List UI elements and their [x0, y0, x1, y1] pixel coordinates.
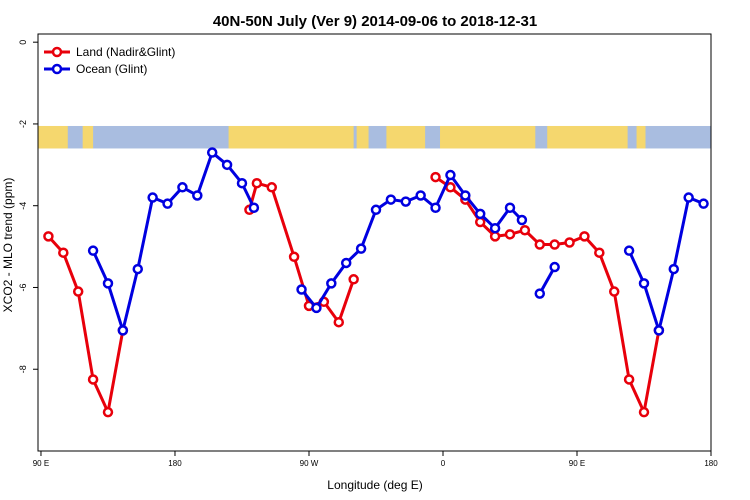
ocean-data-point	[132, 263, 144, 275]
land-data-point	[638, 406, 650, 418]
legend: Land (Nadir&Glint) Ocean (Glint)	[44, 45, 175, 76]
land-data-point	[564, 237, 575, 248]
map-land-block	[547, 125, 628, 149]
land-data-point	[266, 182, 278, 193]
ocean-data-point	[340, 257, 352, 269]
ocean-data-point	[549, 261, 560, 273]
ocean-data-point	[117, 325, 129, 336]
x-tick-label: 0	[441, 459, 446, 468]
ocean-data-point	[623, 245, 635, 256]
x-tick-label: 180	[168, 459, 182, 468]
land-data-point	[549, 239, 560, 250]
series-layer	[43, 147, 709, 418]
map-land-block	[38, 125, 68, 149]
ocean-data-point	[668, 263, 680, 275]
x-tick-label: 90 W	[300, 459, 319, 468]
ocean-data-point	[415, 190, 426, 201]
ocean-data-point	[445, 169, 456, 181]
ocean-data-point	[326, 278, 337, 289]
land-data-point	[534, 239, 546, 250]
land-data-point	[72, 286, 84, 297]
land-data-point	[348, 274, 359, 285]
legend-land-label: Land (Nadir&Glint)	[76, 45, 175, 59]
map-land-block	[82, 125, 94, 149]
land-data-point	[102, 406, 114, 418]
ocean-data-point	[430, 202, 441, 213]
ocean-series-line	[627, 196, 705, 332]
land-data-point	[623, 374, 635, 385]
world-map-strip	[38, 125, 711, 149]
y-tick-label: -2	[18, 120, 28, 128]
land-data-point	[430, 171, 441, 183]
ocean-data-point	[147, 192, 158, 203]
y-tick-label: -6	[18, 283, 28, 291]
x-tick-label: 90 E	[33, 459, 49, 468]
land-series-line	[47, 235, 125, 414]
ocean-series-line	[300, 173, 523, 310]
land-data-point	[333, 316, 345, 328]
land-data-point	[474, 216, 486, 228]
ocean-data-point	[162, 198, 173, 209]
legend-ocean-label: Ocean (Glint)	[76, 62, 147, 76]
y-axis: 0 -2 -4 -6 -8	[18, 40, 38, 373]
ocean-data-point	[534, 288, 546, 299]
land-series-line	[434, 175, 661, 414]
y-tick-label: 0	[18, 40, 28, 45]
map-ocean	[38, 125, 711, 149]
map-land-block	[386, 125, 426, 149]
ocean-data-point	[221, 159, 233, 171]
ocean-series-line	[91, 151, 256, 332]
ocean-data-point	[206, 147, 218, 158]
map-land-block	[636, 125, 646, 149]
legend-land-marker	[51, 46, 63, 58]
ocean-data-point	[474, 208, 486, 220]
x-axis-title: Longitude (deg E)	[327, 478, 422, 492]
land-data-point	[504, 229, 516, 240]
ocean-data-point	[102, 278, 114, 289]
ocean-data-point	[296, 284, 307, 295]
ocean-data-point	[653, 325, 665, 336]
land-data-point	[288, 251, 300, 263]
land-data-point	[579, 231, 590, 242]
land-data-point	[43, 231, 54, 242]
land-data-point	[58, 247, 69, 258]
ocean-data-point	[355, 243, 367, 254]
map-land-block	[356, 125, 369, 149]
ocean-data-point	[516, 214, 528, 226]
ocean-data-point	[400, 196, 412, 207]
y-axis-title: XCO2 - MLO trend (ppm)	[1, 178, 15, 313]
x-tick-label: 90 E	[569, 459, 585, 468]
ocean-data-point	[504, 202, 516, 213]
x-axis: 90 E 180 90 W 0 90 E 180	[33, 451, 718, 468]
ocean-data-point	[370, 204, 382, 216]
ocean-data-point	[385, 194, 397, 205]
ocean-data-point	[87, 245, 99, 256]
land-data-point	[489, 231, 501, 242]
ocean-data-point	[248, 202, 260, 213]
land-series-line	[247, 181, 356, 324]
y-tick-label: -8	[18, 365, 28, 373]
x-tick-label: 180	[704, 459, 718, 468]
ocean-data-point	[311, 302, 322, 314]
ocean-data-point	[489, 222, 501, 234]
plot-frame	[37, 33, 712, 452]
land-data-point	[594, 247, 605, 258]
map-land-block	[228, 125, 354, 149]
ocean-data-point	[638, 278, 650, 289]
ocean-data-point	[460, 190, 471, 201]
y-tick-label: -4	[18, 202, 28, 210]
land-data-point	[251, 177, 263, 189]
land-data-point	[519, 224, 531, 236]
land-data-point	[608, 286, 620, 297]
ocean-data-point	[236, 177, 248, 189]
ocean-data-point	[192, 190, 203, 201]
land-data-point	[87, 374, 99, 385]
ocean-data-point	[698, 198, 709, 209]
map-land-block	[440, 125, 536, 149]
legend-ocean-marker	[51, 63, 63, 75]
chart-title: 40N-50N July (Ver 9) 2014-09-06 to 2018-…	[213, 13, 537, 30]
ocean-data-point	[683, 192, 694, 203]
ocean-data-point	[177, 182, 188, 193]
